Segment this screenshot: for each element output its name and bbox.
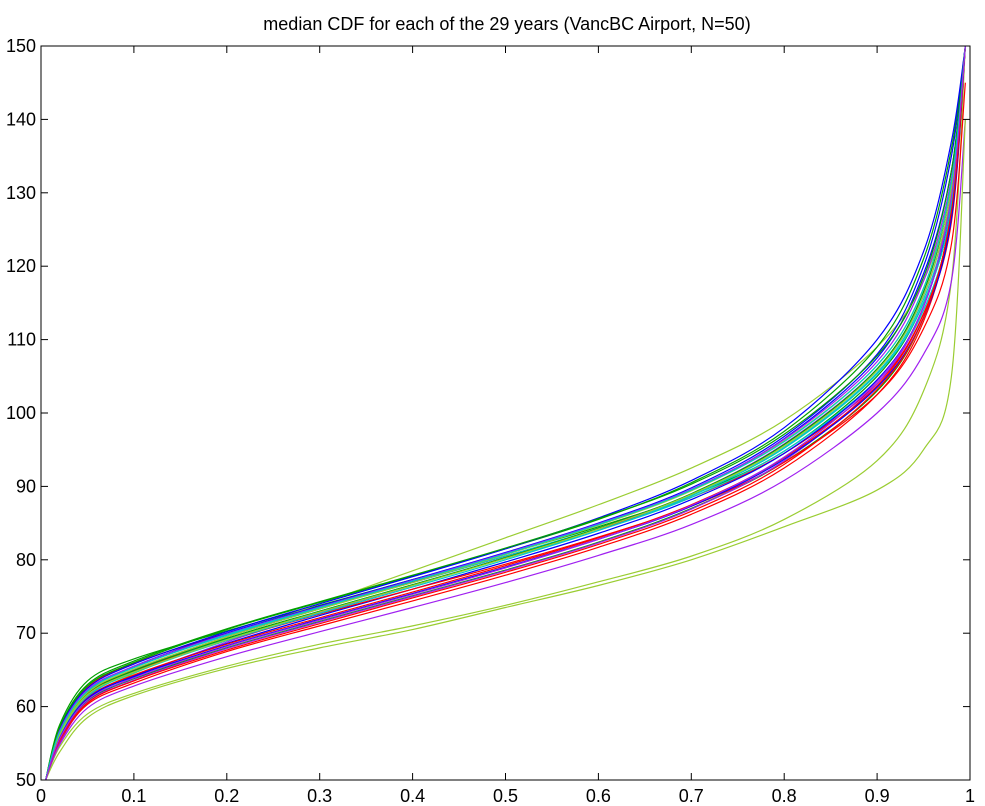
y-tick-label: 140 [6, 109, 36, 129]
x-tick-label: 0.7 [679, 786, 704, 806]
series-line-19 [45, 46, 966, 780]
x-tick-label: 0.2 [214, 786, 239, 806]
series-line-14 [45, 82, 966, 780]
y-tick-label: 150 [6, 36, 36, 56]
y-tick-label: 100 [6, 403, 36, 423]
y-tick-label: 110 [7, 330, 36, 350]
series-line-11 [45, 119, 966, 780]
y-tick-label: 70 [16, 623, 36, 643]
series-line-26 [45, 46, 966, 780]
x-axis: 0 0.1 0.2 0.3 0.4 0.5 0.6 0.7 0.8 0.9 1 [36, 46, 975, 806]
y-tick-label: 50 [16, 770, 36, 790]
x-tick-label: 0.9 [865, 786, 890, 806]
y-tick-label: 130 [6, 183, 36, 203]
chart-title: median CDF for each of the 29 years (Van… [263, 14, 750, 34]
series-line-20 [45, 46, 966, 780]
series-line-28 [45, 46, 966, 780]
series-layer [45, 46, 966, 780]
plot-frame [40, 45, 971, 781]
x-tick-label: 0.3 [307, 786, 332, 806]
x-tick-label: 0.8 [772, 786, 797, 806]
y-tick-label: 120 [6, 256, 36, 276]
x-tick-label: 1 [965, 786, 975, 806]
x-tick-label: 0 [36, 786, 46, 806]
y-axis: 50 60 70 80 90 100 110 120 130 140 150 [6, 36, 970, 790]
series-line-27 [45, 46, 966, 780]
y-tick-label: 80 [16, 550, 36, 570]
series-line-10 [45, 46, 966, 780]
x-tick-label: 0.6 [586, 786, 611, 806]
y-tick-label: 90 [16, 476, 36, 496]
x-tick-label: 0.1 [121, 786, 146, 806]
series-line-16 [45, 46, 966, 780]
x-tick-label: 0.5 [493, 786, 518, 806]
series-line-22 [45, 46, 966, 780]
series-line-13 [45, 46, 966, 780]
series-line-8 [45, 46, 966, 780]
series-line-29 [45, 46, 966, 780]
series-line-25 [45, 46, 966, 780]
x-tick-label: 0.4 [400, 786, 425, 806]
series-line-23 [45, 46, 966, 780]
y-tick-label: 60 [16, 697, 36, 717]
series-line-15 [45, 119, 966, 780]
